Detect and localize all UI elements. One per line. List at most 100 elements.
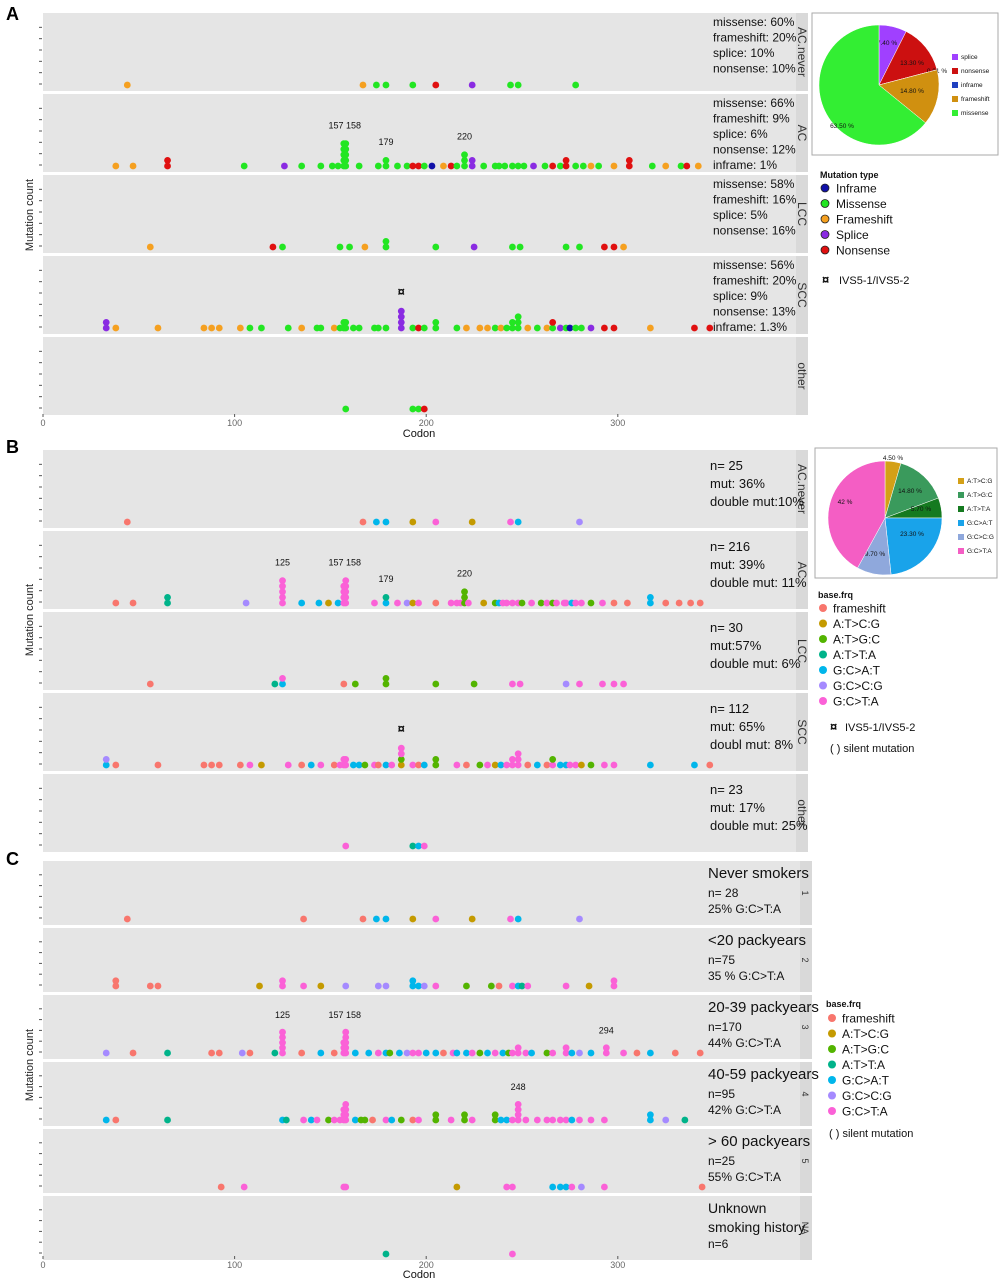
data-point bbox=[102, 324, 110, 332]
data-point bbox=[533, 761, 541, 769]
facet-stat: frameshift: 20% bbox=[713, 274, 797, 288]
data-point bbox=[112, 977, 120, 985]
data-point bbox=[568, 1049, 576, 1057]
facet-stat: 20-39 packyears bbox=[708, 999, 819, 1016]
legend-key bbox=[820, 199, 830, 208]
data-point bbox=[325, 1116, 332, 1124]
facet-strip bbox=[800, 928, 812, 992]
data-point bbox=[453, 324, 461, 332]
data-point bbox=[342, 982, 350, 990]
data-point bbox=[382, 324, 390, 332]
legend-key bbox=[820, 245, 830, 255]
y-axis-label: Mutation count bbox=[24, 179, 36, 251]
data-point bbox=[317, 162, 325, 170]
legend-label: Missense bbox=[836, 197, 887, 211]
data-point bbox=[476, 1049, 484, 1057]
facet-scc: SCC ¤ missense: 56% frameshift: 20%splice: … bbox=[39, 256, 809, 334]
data-point bbox=[509, 1250, 516, 1258]
data-point bbox=[503, 324, 511, 332]
data-point bbox=[463, 982, 470, 990]
data-point bbox=[317, 1049, 325, 1057]
legend-label: Nonsense bbox=[836, 244, 890, 258]
data-point bbox=[336, 243, 344, 251]
point-annotation: 125 bbox=[275, 1010, 290, 1020]
data-point bbox=[279, 594, 286, 601]
data-point bbox=[342, 599, 350, 607]
data-point bbox=[587, 1049, 595, 1057]
facet-stat: Unknown bbox=[708, 1200, 766, 1216]
data-point bbox=[342, 588, 350, 596]
data-point bbox=[420, 405, 428, 413]
data-point bbox=[256, 982, 263, 990]
data-point bbox=[382, 518, 390, 526]
data-point bbox=[681, 1116, 689, 1124]
facet-panel bbox=[43, 13, 796, 91]
data-point bbox=[509, 756, 516, 763]
data-point bbox=[342, 1183, 350, 1191]
facet-stat: mut:57% bbox=[710, 638, 762, 653]
legend-label: A:T>T:A bbox=[842, 1058, 885, 1072]
facet-stat: n=75 bbox=[708, 953, 735, 967]
data-point bbox=[342, 1101, 350, 1108]
data-point bbox=[342, 1039, 350, 1046]
data-point bbox=[420, 162, 428, 170]
data-point bbox=[365, 1049, 373, 1057]
data-point bbox=[415, 162, 422, 170]
data-point bbox=[164, 1049, 171, 1057]
facet-stat: missense: 60% bbox=[713, 15, 795, 29]
data-point bbox=[497, 324, 505, 332]
data-point bbox=[432, 243, 440, 251]
legend-label: G:C>A:T bbox=[833, 664, 881, 678]
data-point bbox=[463, 324, 470, 332]
point-annotation: 125 bbox=[275, 557, 290, 567]
data-point bbox=[129, 162, 137, 170]
data-point bbox=[409, 599, 417, 607]
data-point bbox=[112, 761, 120, 769]
data-point bbox=[562, 680, 570, 688]
data-point bbox=[240, 162, 248, 170]
x-tick-label: 200 bbox=[419, 418, 434, 428]
legend-label: G:C>T:A bbox=[842, 1105, 888, 1119]
data-point bbox=[279, 588, 286, 596]
data-point bbox=[215, 324, 223, 332]
data-point bbox=[646, 1111, 654, 1119]
data-point bbox=[282, 1116, 290, 1124]
facet-strip-label: AC bbox=[795, 562, 809, 579]
data-point bbox=[432, 1111, 440, 1119]
pie-legend-key bbox=[952, 96, 958, 102]
pie-legend-key bbox=[952, 110, 958, 116]
data-point bbox=[409, 1116, 417, 1124]
pie-legend-key bbox=[958, 478, 964, 484]
x-axis-label: Codon bbox=[403, 1269, 435, 1281]
data-point bbox=[432, 982, 440, 990]
facet-stat: mut: 65% bbox=[710, 719, 765, 734]
legend-label: G:C>A:T bbox=[842, 1074, 890, 1088]
data-point bbox=[516, 243, 524, 251]
data-point bbox=[562, 157, 570, 164]
facet-stat: nonsense: 10% bbox=[713, 62, 796, 76]
data-point bbox=[382, 238, 390, 245]
legend-key bbox=[819, 604, 827, 612]
data-point bbox=[382, 1250, 390, 1258]
data-point bbox=[342, 1106, 350, 1113]
data-point bbox=[374, 1049, 382, 1057]
facet-strip-label: SCC bbox=[795, 719, 809, 745]
data-point bbox=[271, 680, 279, 688]
data-point bbox=[509, 1183, 516, 1191]
data-point bbox=[395, 1049, 403, 1057]
facet-ac: AC 157 158 179 220 missense: 66% frameshift: … bbox=[39, 94, 809, 172]
data-point bbox=[298, 324, 306, 332]
panel-c: C Mutation count 1 Never smokers n= 28 25% G:… bbox=[6, 849, 819, 1281]
data-point bbox=[600, 1183, 608, 1191]
legend-key bbox=[819, 635, 827, 643]
y-axis-label: Mutation count bbox=[24, 1029, 36, 1101]
data-point bbox=[687, 599, 695, 607]
data-point bbox=[706, 324, 714, 332]
data-point bbox=[279, 680, 286, 688]
data-point bbox=[578, 599, 585, 607]
legend-key bbox=[819, 697, 827, 705]
facet-stat: doubl mut: 8% bbox=[710, 737, 794, 752]
data-point bbox=[524, 982, 532, 990]
